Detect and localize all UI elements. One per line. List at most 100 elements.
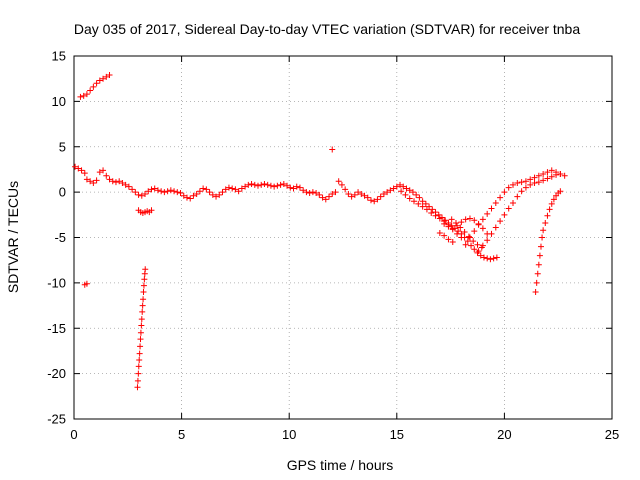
data-point [129,186,136,193]
data-point [535,179,542,186]
data-point [83,91,90,98]
data-point [561,172,568,179]
data-point [419,198,426,205]
data-point [145,188,152,195]
data-point [238,185,245,192]
data-point [458,219,465,226]
data-point [536,252,543,259]
axis-tick-labels: 0 5 10 15 20 25 -25 -20 -15 -10 -5 0 5 10 15 [47,49,619,443]
data-point [531,180,538,187]
data-point [177,190,184,197]
data-point [518,188,525,195]
data-point [505,184,512,191]
data-point [436,215,443,222]
data-point [258,181,265,188]
data-point [471,246,478,253]
data-point [232,186,239,193]
data-point [103,73,110,80]
series-scatter-left-mid [81,146,336,288]
data-point [132,189,139,196]
data-point [398,188,405,195]
data-point [180,192,187,199]
data-point [271,183,278,190]
data-point [557,170,564,177]
x-tick-label: 5 [178,427,185,442]
data-point [477,252,484,259]
data-point [510,200,517,207]
data-point [348,193,355,200]
series-rising-track-1 [462,167,568,248]
data-point [413,191,420,198]
data-point [193,190,200,197]
data-point [411,198,418,205]
data-point [492,224,499,231]
data-point [96,77,103,84]
data-point [142,266,149,273]
data-point [338,181,345,188]
data-point [174,189,181,196]
data-point [135,363,142,370]
data-point [468,242,475,249]
data-point [267,182,274,189]
data-point [93,177,100,184]
series-main-track [72,163,500,263]
data-point [409,189,416,196]
data-point [533,279,540,286]
data-point [479,216,486,223]
series-early-positive-arc [77,72,113,100]
data-point [171,188,178,195]
data-point [428,209,435,216]
data-point [242,183,249,190]
data-point [100,167,107,174]
data-point [254,182,261,189]
data-point [527,176,534,183]
data-point [458,234,465,241]
data-point [225,184,232,191]
data-point [455,228,462,235]
data-point [442,217,449,224]
data-point [151,185,158,192]
data-point [264,181,271,188]
data-point [492,200,499,207]
data-point [90,83,97,90]
y-tick-label: 5 [59,139,66,154]
data-point [196,188,203,195]
data-point [183,194,190,201]
data-point [313,190,320,197]
data-point [384,189,391,196]
data-point [448,222,455,229]
data-point [534,270,541,277]
data-point [245,181,252,188]
x-axis-label: GPS time / hours [287,457,394,473]
data-point [514,180,521,187]
data-point [103,172,110,179]
data-point [553,171,560,178]
x-tick-label: 0 [70,427,77,442]
data-point [364,194,371,201]
data-point [134,377,141,384]
data-point [203,186,210,193]
data-point [466,215,473,222]
series-vertical-streak-3h [134,266,149,391]
data-point [445,236,452,243]
data-point [280,180,287,187]
y-tick-label: -10 [47,275,66,290]
series-cluster-19h [436,215,491,246]
data-point [200,185,207,192]
data-point [406,195,413,202]
data-point [432,212,439,219]
y-tick-label: 0 [59,185,66,200]
data-point [355,189,362,196]
data-point [475,220,482,227]
data-point [479,242,486,249]
data-point [296,184,303,191]
data-point [222,186,229,193]
data-point [449,225,456,232]
data-point [550,196,557,203]
grid-lines [74,56,612,419]
data-point [140,288,147,295]
data-point [397,181,404,188]
data-point [518,179,525,186]
data-point [484,230,491,237]
data-point [303,189,310,196]
